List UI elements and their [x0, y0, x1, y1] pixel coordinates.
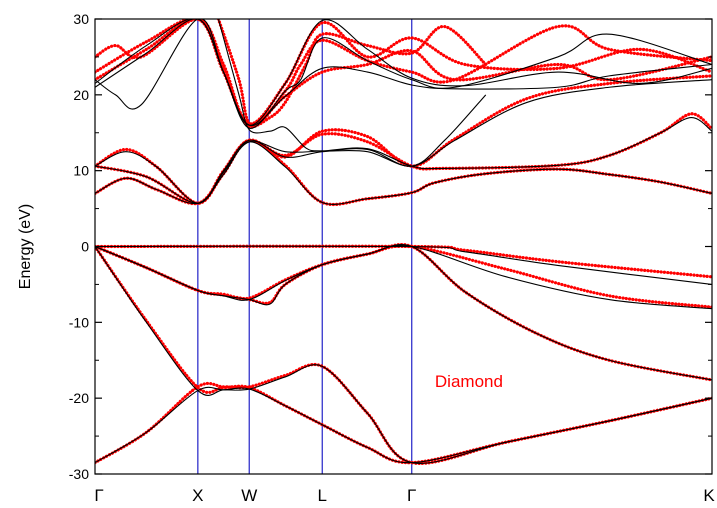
band-line: [95, 79, 712, 204]
band-line: [95, 19, 712, 127]
band-line: [95, 244, 712, 381]
band-line: [95, 244, 712, 309]
band-line: [216, 19, 488, 128]
y-tick-label: -10: [69, 314, 89, 330]
band-line: [95, 74, 712, 205]
y-axis-title: Energy (eV): [17, 204, 34, 289]
y-tick-label: 0: [81, 239, 89, 255]
y-tick-label: -30: [69, 466, 89, 482]
band-line: [95, 242, 712, 382]
band-line: [217, 19, 487, 167]
band-line: [95, 245, 712, 310]
band-line: [95, 117, 712, 204]
kpoint-label: W: [241, 486, 257, 505]
band-line: [95, 245, 712, 285]
annotation-label: Diamond: [435, 372, 503, 391]
kpoint-label: Γ: [407, 486, 416, 505]
band-line: [95, 112, 712, 205]
kpoint-label: L: [318, 486, 327, 505]
band-line: [95, 19, 712, 129]
kpoint-label: Γ: [94, 486, 103, 505]
y-tick-label: 10: [73, 163, 89, 179]
y-tick-label: 30: [73, 11, 89, 27]
y-axis: -30 -20 -10 0 10 20 30: [69, 11, 712, 482]
y-tick-label: -20: [69, 390, 89, 406]
band-line: [95, 138, 712, 207]
series-black-line: [95, 19, 712, 464]
band-line: [95, 141, 712, 205]
bands: [95, 19, 712, 466]
y-tick-label: 20: [73, 87, 89, 103]
band-line: [95, 244, 712, 465]
kpoint-label: X: [192, 486, 203, 505]
band-line: [95, 19, 712, 126]
band-line: [95, 244, 712, 279]
series-red-dots: [95, 19, 712, 466]
kpoint-label: K: [703, 486, 715, 505]
band-line: [95, 19, 712, 129]
band-line: [95, 246, 712, 464]
